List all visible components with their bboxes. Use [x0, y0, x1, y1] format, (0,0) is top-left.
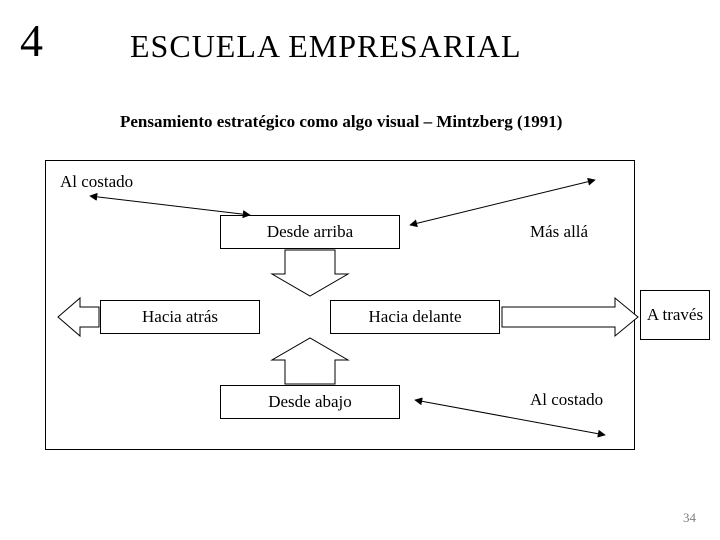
arrow-al-costado-bottom [415, 400, 605, 435]
block-arrow-down [272, 250, 348, 296]
block-arrow-left [58, 298, 99, 336]
arrow-mas-alla [410, 180, 595, 225]
arrow-al-costado-top [90, 196, 250, 215]
block-arrow-right [502, 298, 638, 336]
block-arrow-up [272, 338, 348, 384]
page-number: 34 [683, 510, 696, 526]
arrows-layer [0, 0, 720, 540]
